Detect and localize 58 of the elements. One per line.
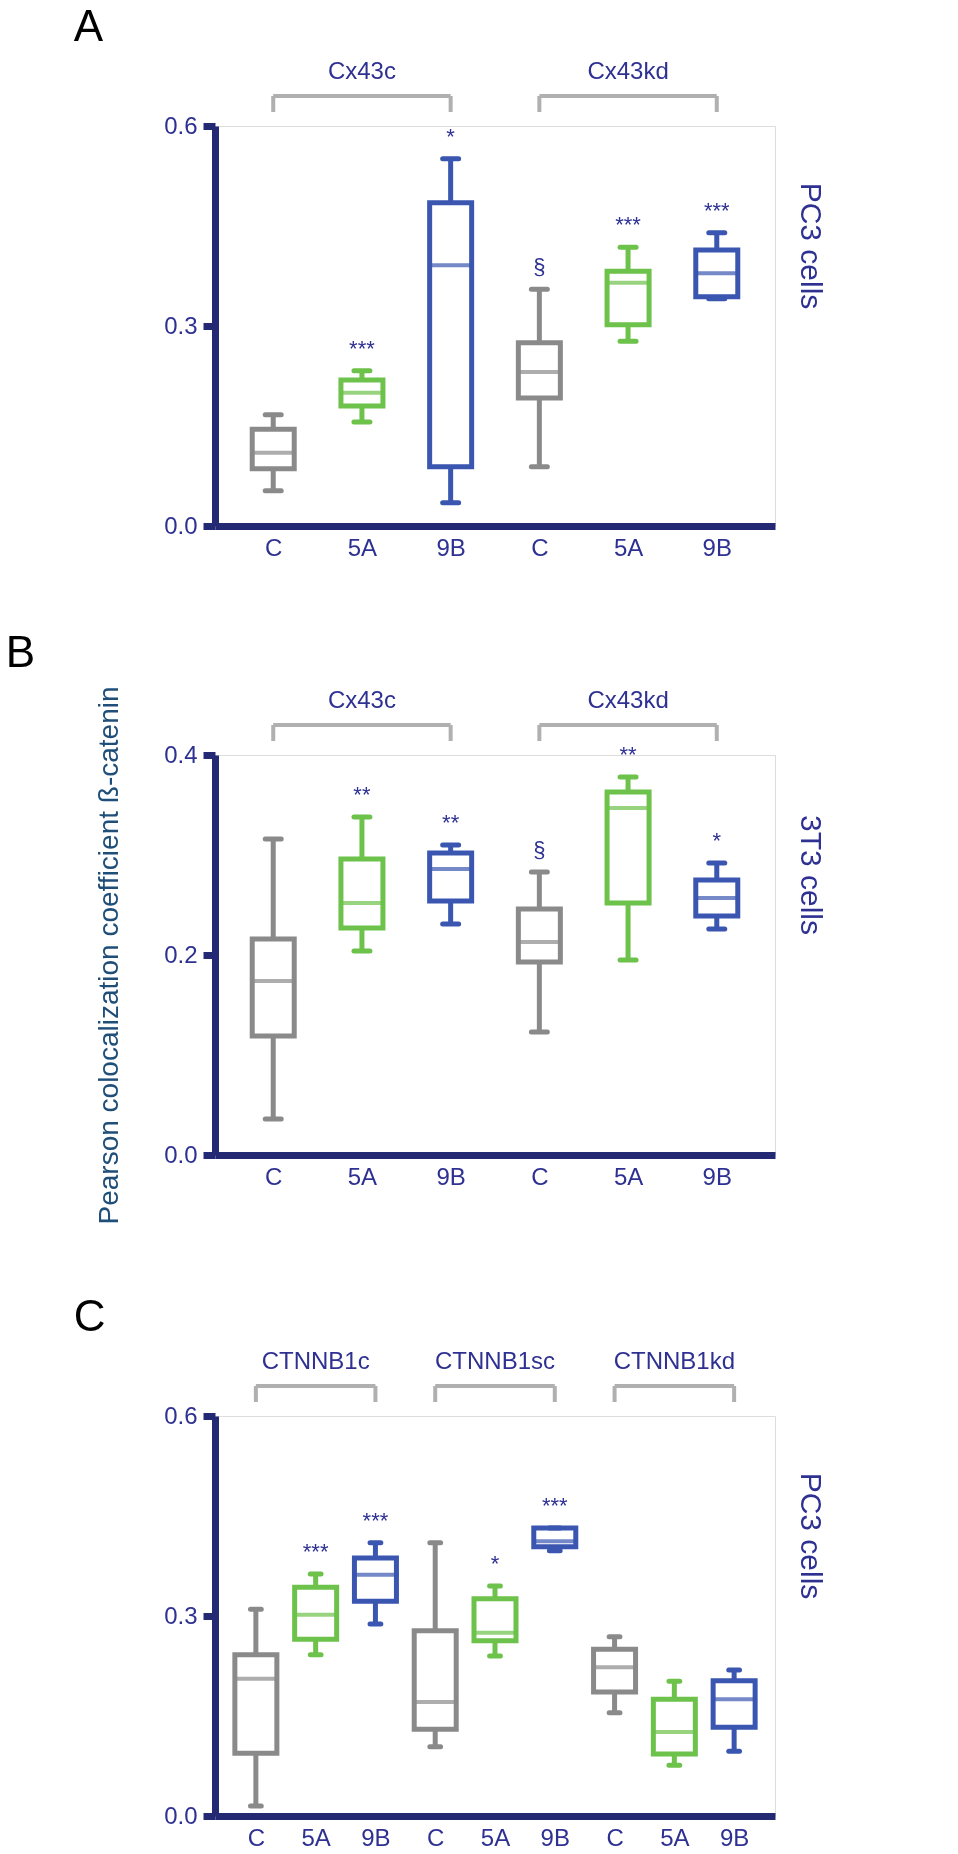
x-tick-label: 9B [719,1823,750,1851]
x-tick-label: C [265,1162,283,1190]
y-tick-label: 0.0 [164,1140,198,1168]
x-tick-label: 9B [702,533,732,561]
text: *** [541,1493,568,1518]
text: § [533,837,546,862]
x-tick-label: 5A [613,533,644,561]
text: Cx43c [327,57,396,84]
text: *** [703,197,730,223]
x-tick-label: C [247,1823,266,1851]
x-tick-label: C [606,1823,624,1851]
text: *** [362,1507,389,1533]
text: * [490,1551,500,1576]
y2-axis-title: PC3 cells [795,182,828,310]
text: Cx43kd [587,57,669,84]
y2-axis-title: 3T3 cells [795,814,828,936]
chart-title: B [5,627,35,676]
x-tick-label: 5A [301,1823,331,1851]
x-tick-label: 9B [361,1823,391,1851]
text: CTNNB1kd [613,1347,736,1374]
chart-title: C [73,1291,106,1340]
text: Cx43kd [587,686,669,713]
text: *** [349,335,375,361]
text: Cx43c [327,686,396,713]
y-axis-title: Pearson colocalization coefficient ß-catenin [93,686,125,1225]
x-tick-label: 9B [436,1162,466,1190]
x-tick-label: 5A [480,1823,511,1851]
text: *** [302,1539,329,1564]
y-tick-label: 0.4 [164,740,198,768]
x-tick-label: C [427,1823,445,1851]
text: ** [353,782,371,807]
text: ** [442,810,460,835]
y-tick-label: 0.3 [164,311,198,339]
text: * [712,828,722,853]
y-tick-label: 0.0 [164,511,198,539]
y-tick-label: 0.6 [164,111,198,139]
text: CTNNB1c [261,1347,370,1374]
y-tick-label: 0.3 [164,1601,198,1629]
y2-axis-title: PC3 cells [795,1472,828,1600]
x-tick-label: C [265,533,283,561]
y-tick-label: 0.0 [164,1801,198,1829]
chart-title: A [73,1,104,50]
text: § [533,254,546,280]
x-tick-label: 9B [702,1162,732,1190]
x-tick-label: C [531,1162,549,1190]
x-tick-label: 5A [347,1162,378,1190]
text: CTNNB1sc [434,1347,556,1374]
text: *** [615,212,641,238]
x-tick-label: 5A [613,1162,644,1190]
x-tick-label: 9B [540,1823,570,1851]
x-tick-label: 5A [660,1823,690,1851]
y-tick-label: 0.6 [164,1401,198,1429]
x-tick-label: 5A [347,533,378,561]
text: ** [619,742,637,767]
text: * [446,123,455,149]
y-tick-label: 0.2 [164,940,198,968]
x-tick-label: C [531,533,549,561]
x-tick-label: 9B [436,533,466,561]
